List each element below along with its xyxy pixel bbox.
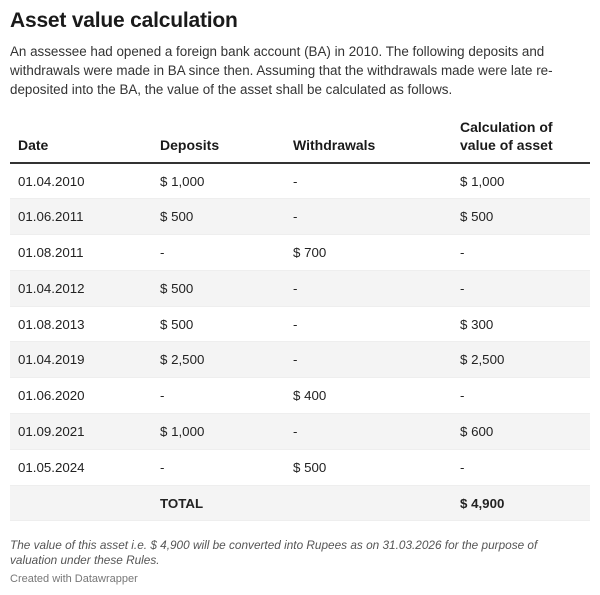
footnote: The value of this asset i.e. $ 4,900 wil… <box>10 538 538 568</box>
date-cell <box>10 485 152 522</box>
column-header: Deposits <box>152 114 285 164</box>
deposit-cell: - <box>152 449 285 486</box>
deposit-cell: - <box>152 377 285 415</box>
asset-value-cell: $ 300 <box>452 306 590 343</box>
date-cell: 01.06.2020 <box>10 377 152 415</box>
date-cell: 01.04.2010 <box>10 163 152 200</box>
withdrawal-cell: $ 500 <box>285 449 452 486</box>
chart-container: Asset value calculation An assessee had … <box>10 8 590 586</box>
deposit-cell: $ 1,000 <box>152 413 285 450</box>
withdrawal-cell: $ 400 <box>285 377 452 415</box>
table-body: 01.04.2010 $ 1,000- $ 1,000 01.06.2011 $ 500… <box>10 163 590 522</box>
date-cell: 01.05.2024 <box>10 449 152 486</box>
asset-value-cell: - <box>452 449 590 486</box>
table-row: 01.08.2011- $ 700- <box>10 234 590 271</box>
asset-value-cell: $ 500 <box>452 198 590 236</box>
table-row: 01.09.2021 $ 1,000- $ 600 <box>10 413 590 450</box>
date-cell: 01.04.2019 <box>10 341 152 379</box>
deposit-cell: TOTAL <box>152 485 285 522</box>
withdrawal-cell: - <box>285 270 452 307</box>
column-header: Date <box>10 114 152 164</box>
asset-table: Date Deposits Withdrawals Calculation of va… <box>10 114 590 522</box>
deposit-cell: $ 500 <box>152 198 285 236</box>
table-row: 01.04.2012 $ 500- - <box>10 270 590 307</box>
asset-value-cell: $ 4,900 <box>452 485 590 522</box>
deposit-cell: $ 2,500 <box>152 341 285 379</box>
withdrawal-cell: - <box>285 306 452 343</box>
asset-value-cell: - <box>452 377 590 415</box>
asset-value-cell: $ 2,500 <box>452 341 590 379</box>
withdrawal-cell: - <box>285 341 452 379</box>
deposit-cell: $ 500 <box>152 270 285 307</box>
chart-title: Asset value calculation <box>10 9 238 32</box>
date-cell: 01.06.2011 <box>10 198 152 236</box>
table-row: 01.06.2020- $ 400- <box>10 377 590 415</box>
date-cell: 01.08.2013 <box>10 306 152 343</box>
date-cell: 01.04.2012 <box>10 270 152 307</box>
column-header: Withdrawals <box>285 114 452 164</box>
deposit-cell: $ 500 <box>152 306 285 343</box>
asset-value-cell: - <box>452 270 590 307</box>
withdrawal-cell: - <box>285 198 452 236</box>
date-cell: 01.08.2011 <box>10 234 152 271</box>
withdrawal-cell <box>285 485 452 522</box>
table-row: 01.06.2011 $ 500- $ 500 <box>10 198 590 236</box>
date-cell: 01.09.2021 <box>10 413 152 450</box>
deposit-cell: $ 1,000 <box>152 163 285 200</box>
chart-description: An assessee had opened a foreign bank ac… <box>10 44 553 97</box>
total-row: TOTAL $ 4,900 <box>10 485 590 522</box>
withdrawal-cell: $ 700 <box>285 234 452 271</box>
withdrawal-cell: - <box>285 413 452 450</box>
credit-line: Created with Datawrapper <box>10 573 138 586</box>
withdrawal-cell: - <box>285 163 452 200</box>
asset-value-cell: $ 1,000 <box>452 163 590 200</box>
table-row: 01.04.2019 $ 2,500- $ 2,500 <box>10 341 590 379</box>
table-row: 01.05.2024- $ 500- <box>10 449 590 486</box>
table-header: Date Deposits Withdrawals Calculation of va… <box>10 114 590 164</box>
table-row: 01.04.2010 $ 1,000- $ 1,000 <box>10 163 590 200</box>
column-header: Calculation of value of asset <box>452 114 590 164</box>
table-row: 01.08.2013 $ 500- $ 300 <box>10 306 590 343</box>
asset-value-cell: $ 600 <box>452 413 590 450</box>
deposit-cell: - <box>152 234 285 271</box>
asset-value-cell: - <box>452 234 590 271</box>
